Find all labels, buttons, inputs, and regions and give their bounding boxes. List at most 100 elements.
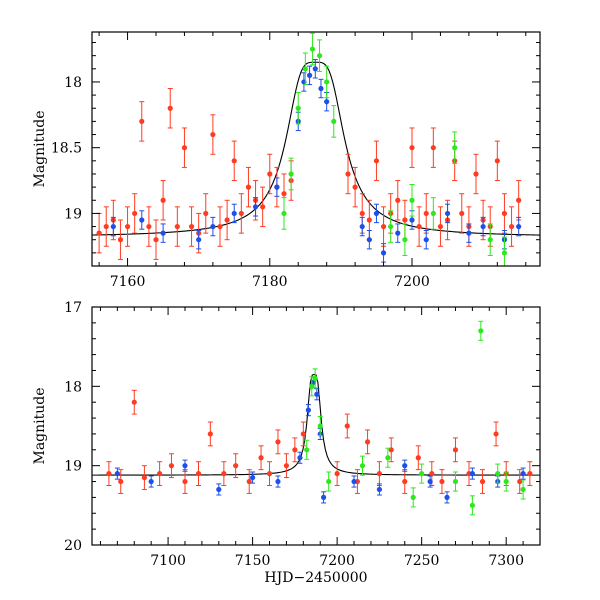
top-green-point xyxy=(452,145,458,151)
bottom-red-point xyxy=(527,471,533,477)
top-red-point xyxy=(359,210,365,217)
bottom-green-point xyxy=(520,486,526,493)
bottom-green-point xyxy=(326,478,332,485)
bottom-y-tick-label: 18 xyxy=(64,379,82,395)
top-blue-point xyxy=(160,230,166,236)
x-axis-label: HJD−2450000 xyxy=(264,570,367,586)
bottom-blue-point xyxy=(351,478,357,485)
top-green-point xyxy=(324,79,330,85)
top-y-axis-label: Magnitude xyxy=(32,110,48,187)
bottom-red-point xyxy=(131,399,137,405)
top-red-point xyxy=(267,171,273,177)
top-plot-area xyxy=(92,32,540,266)
bottom-red-point xyxy=(141,474,148,481)
bottom-blue-point xyxy=(182,463,188,469)
bottom-series-blue xyxy=(114,376,526,504)
bottom-red-point xyxy=(364,439,371,445)
bottom-series-red xyxy=(106,389,533,494)
bottom-series-green xyxy=(304,320,526,516)
bottom-red-point xyxy=(344,423,350,429)
top-blue-point xyxy=(324,99,330,105)
top-red-point xyxy=(516,197,522,203)
bottom-x-tick-label: 7250 xyxy=(404,553,440,569)
top-panel: 7160 7180 7200 18 18.5 19 Magnitude xyxy=(32,31,541,290)
bottom-red-point xyxy=(334,471,340,477)
top-red-point xyxy=(153,237,159,243)
top-green-point xyxy=(501,250,508,256)
bottom-green-point xyxy=(478,328,484,334)
top-blue-point xyxy=(466,230,472,236)
bottom-red-point xyxy=(266,471,273,477)
bottom-x-tick-label: 7150 xyxy=(235,553,271,569)
bottom-green-point xyxy=(469,502,475,508)
top-red-point xyxy=(395,197,401,203)
bottom-blue-point xyxy=(297,455,303,461)
bottom-blue-point xyxy=(469,471,475,477)
bottom-green-point xyxy=(317,423,323,429)
top-x-tick-label: 7160 xyxy=(110,274,146,290)
top-blue-point xyxy=(312,66,318,72)
bottom-red-point xyxy=(195,471,202,477)
top-blue-point xyxy=(480,223,486,230)
top-green-point xyxy=(409,197,415,203)
top-red-point xyxy=(224,217,230,223)
bottom-red-point xyxy=(182,478,188,485)
top-red-point xyxy=(238,210,244,217)
top-green-point xyxy=(295,105,301,111)
top-blue-point xyxy=(423,237,429,243)
top-red-point xyxy=(117,237,124,243)
bottom-red-point xyxy=(221,471,227,477)
top-red-point xyxy=(501,210,508,217)
bottom-green-point xyxy=(503,478,509,485)
top-x-tick-label: 7180 xyxy=(252,274,288,290)
top-series-red xyxy=(96,88,522,260)
bottom-red-point xyxy=(157,471,163,477)
bottom-red-point xyxy=(292,447,298,453)
bottom-red-point xyxy=(118,478,124,485)
top-red-point xyxy=(139,118,145,124)
top-red-point xyxy=(352,184,358,190)
top-green-point xyxy=(281,210,287,217)
bottom-blue-point xyxy=(314,391,320,397)
bottom-axes: 7100 7150 7200 7250 7300 17 18 19 20 xyxy=(64,300,541,569)
top-blue-point xyxy=(318,85,324,92)
bottom-blue-point xyxy=(114,471,120,477)
bottom-red-point xyxy=(275,439,281,445)
bottom-green-point xyxy=(385,455,391,461)
bottom-red-point xyxy=(233,463,239,469)
top-series-green xyxy=(281,32,508,266)
top-green-point xyxy=(309,46,316,52)
bottom-red-point xyxy=(439,478,445,485)
top-red-point xyxy=(103,223,109,230)
bottom-blue-point xyxy=(321,494,327,500)
top-blue-point xyxy=(516,223,522,230)
top-y-tick-label: 18 xyxy=(64,75,82,91)
bottom-green-point xyxy=(495,471,501,477)
bottom-panel: 7100 7150 7200 7250 7300 17 18 19 20 Magnitude H… xyxy=(32,300,541,586)
top-model-curve xyxy=(92,61,540,236)
bottom-red-point xyxy=(258,455,264,461)
top-blue-point xyxy=(395,230,401,236)
top-green-point xyxy=(288,171,294,177)
top-green-point xyxy=(430,210,436,217)
bottom-red-point xyxy=(402,478,408,485)
top-blue-point xyxy=(252,204,259,210)
bottom-red-point xyxy=(283,463,290,469)
bottom-x-tick-label: 7100 xyxy=(150,553,186,569)
top-red-point xyxy=(132,210,138,217)
bottom-y-axis-label: Magnitude xyxy=(32,387,48,464)
top-red-point xyxy=(203,210,209,217)
top-red-point xyxy=(260,204,266,210)
top-red-point xyxy=(217,223,223,230)
bottom-red-point xyxy=(300,431,306,437)
bottom-blue-point xyxy=(376,486,382,493)
top-red-point xyxy=(96,230,102,236)
top-axes: 7160 7180 7200 18 18.5 19 xyxy=(51,32,540,290)
top-red-point xyxy=(380,223,387,230)
bottom-blue-point xyxy=(275,478,281,485)
bottom-red-point xyxy=(207,431,213,437)
top-green-point xyxy=(388,223,394,230)
top-red-point xyxy=(494,158,500,164)
top-red-point xyxy=(174,223,180,230)
